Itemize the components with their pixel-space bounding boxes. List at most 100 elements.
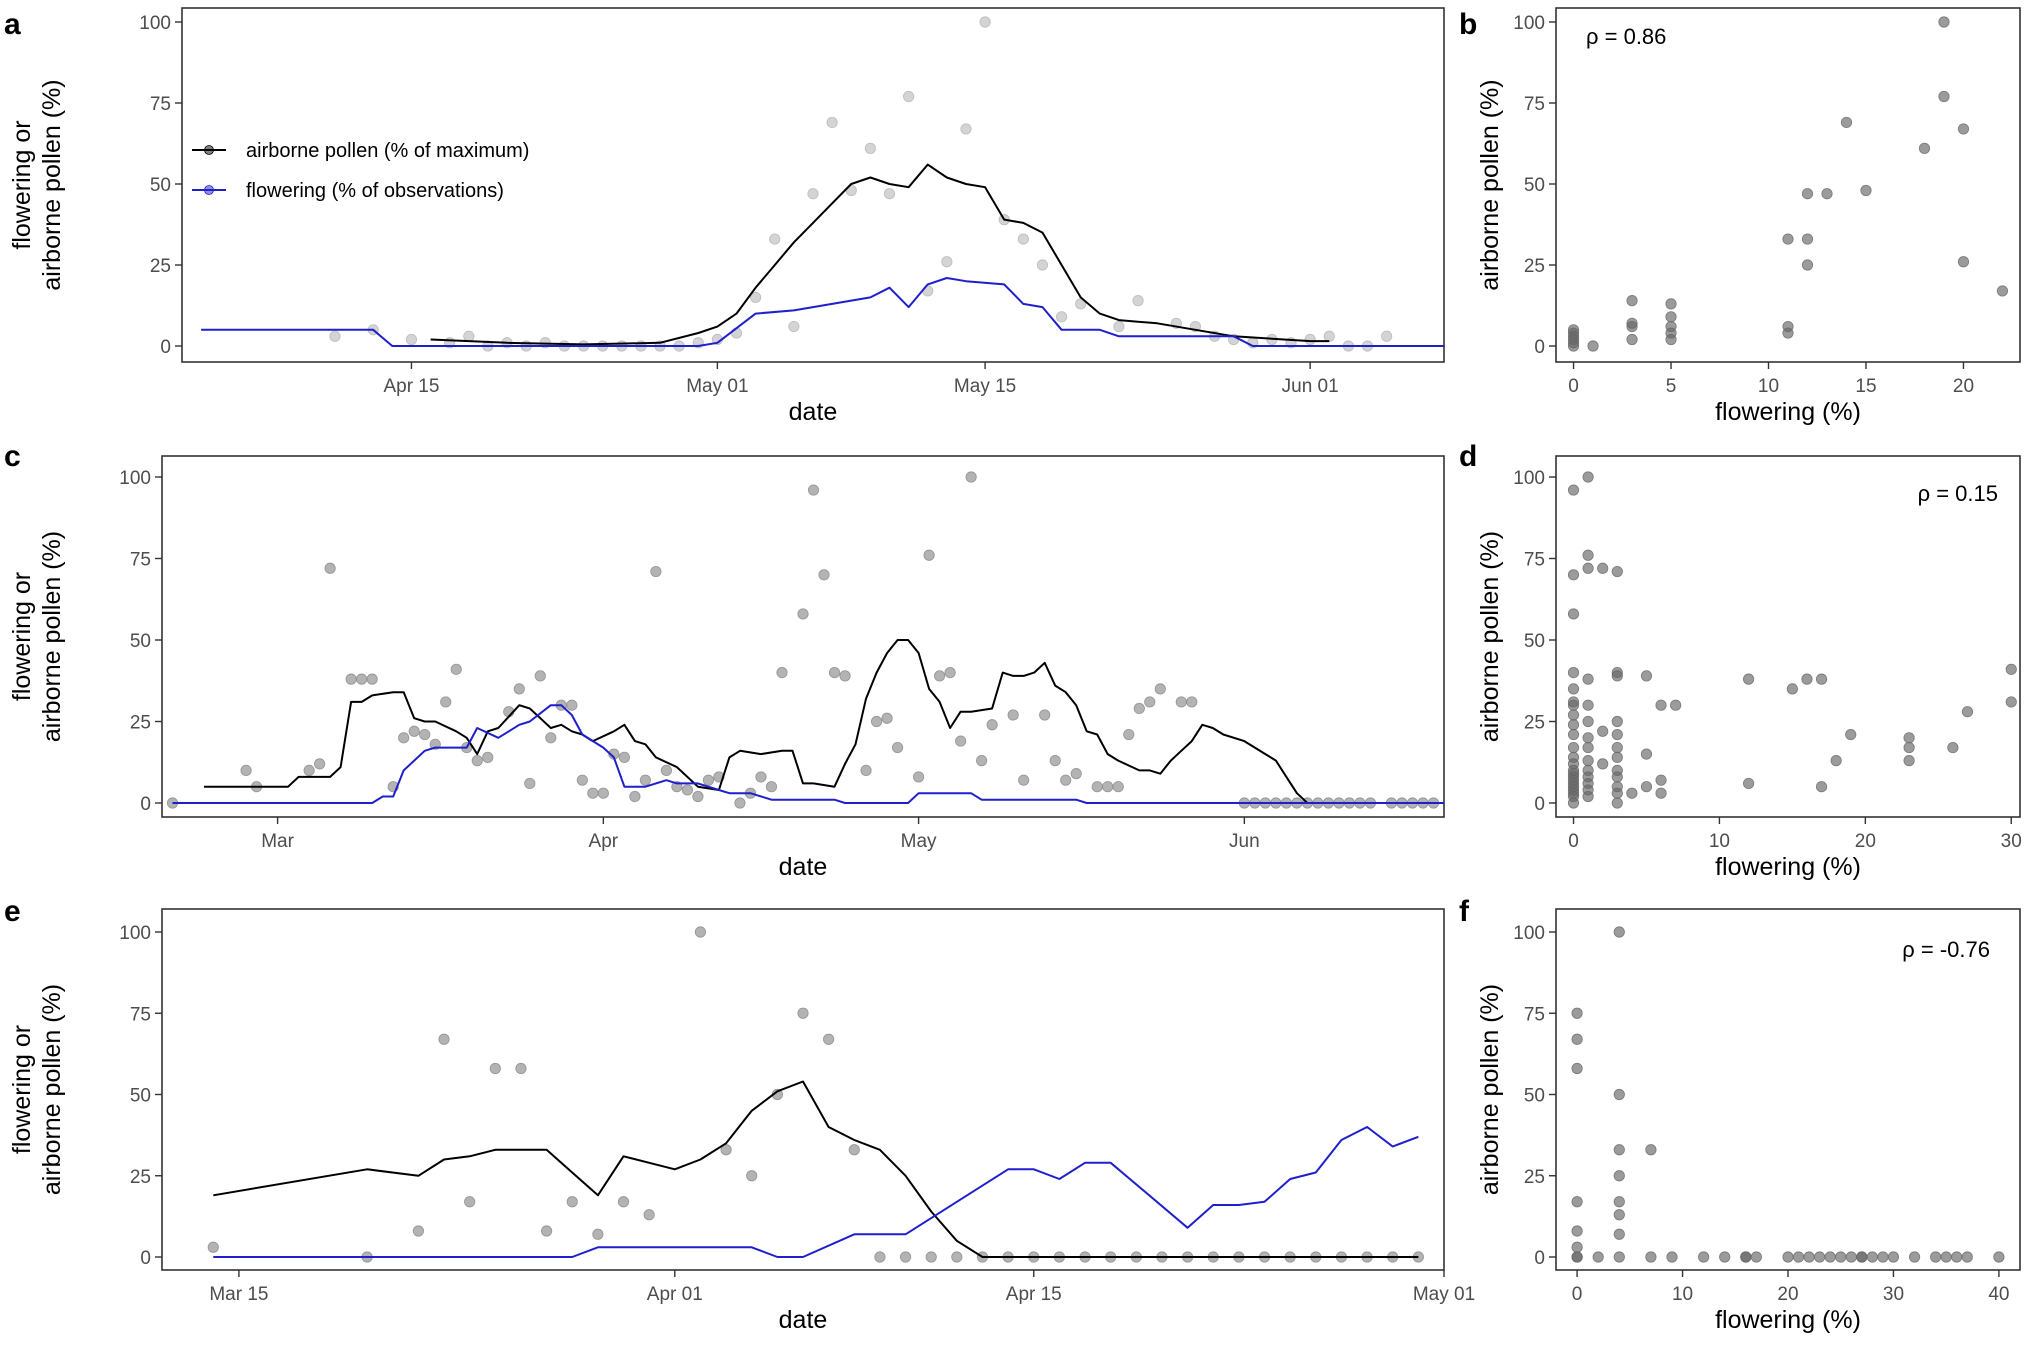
- data-point: [702, 774, 715, 786]
- data-point: [1750, 1251, 1762, 1263]
- data-point: [1993, 1251, 2005, 1263]
- data-point: [1611, 715, 1623, 728]
- y-tick-label: 0: [140, 794, 151, 815]
- data-point: [412, 1225, 424, 1237]
- data-point: [1743, 673, 1755, 685]
- data-point: [807, 484, 820, 496]
- data-point: [1567, 719, 1580, 731]
- y-tick-label: 75: [130, 1004, 151, 1025]
- data-point: [1640, 670, 1653, 682]
- data-point: [1597, 758, 1609, 770]
- data-point: [1582, 562, 1594, 574]
- x-tick-label: May 01: [1413, 1284, 1475, 1305]
- data-point: [750, 291, 762, 303]
- x-tick-label: Apr 15: [383, 376, 439, 397]
- panel-label: b: [1459, 8, 1477, 41]
- y-tick-label: 25: [130, 713, 151, 734]
- correlation-annotation: ρ = 0.15: [1918, 481, 1998, 506]
- data-point: [524, 777, 536, 790]
- data-point: [1961, 1251, 1973, 1263]
- x-axis-title: date: [779, 853, 828, 881]
- data-point: [566, 699, 578, 711]
- data-point: [534, 670, 546, 682]
- data-point: [1571, 1225, 1583, 1237]
- y-tick-label: 50: [1524, 631, 1545, 652]
- scatter-points: [1567, 16, 2009, 352]
- data-point: [1592, 1251, 1604, 1263]
- data-point: [408, 725, 420, 737]
- data-point: [1582, 715, 1594, 728]
- data-point: [923, 549, 935, 561]
- data-point: [1060, 774, 1072, 786]
- y-tick-label: 100: [1513, 468, 1545, 489]
- data-point: [1571, 1033, 1583, 1045]
- data-point: [587, 787, 599, 799]
- data-point: [1887, 1251, 1900, 1263]
- data-point: [874, 1251, 886, 1263]
- data-point: [1655, 787, 1667, 799]
- data-point: [1611, 764, 1623, 777]
- data-point: [1611, 781, 1623, 793]
- plot-frame: [1555, 7, 2021, 363]
- y-tick-label: 100: [1513, 13, 1545, 34]
- data-point: [1957, 123, 1970, 135]
- data-point: [1626, 333, 1638, 346]
- data-point: [1940, 1251, 1952, 1263]
- data-point: [329, 330, 341, 342]
- data-point: [405, 333, 418, 346]
- pollen-line: [213, 1080, 1419, 1258]
- data-point: [1186, 696, 1198, 708]
- x-tick-label: 10: [1758, 376, 1779, 397]
- data-point: [839, 670, 851, 682]
- y-tick-label: 50: [1524, 1086, 1545, 1107]
- data-point: [1957, 256, 1970, 268]
- data-point: [860, 764, 872, 777]
- data-point: [419, 728, 431, 741]
- data-point: [1582, 732, 1594, 744]
- plot-frame: [1555, 908, 2021, 1271]
- y-tick-label: 0: [1534, 794, 1545, 815]
- x-tick-label: 0: [1572, 1284, 1583, 1305]
- y-tick-label: 25: [1524, 1167, 1545, 1188]
- y-axis-title: flowering orairborne pollen (%): [8, 531, 66, 742]
- data-point: [1055, 311, 1068, 323]
- data-point: [1782, 1251, 1794, 1263]
- data-point: [899, 1251, 912, 1263]
- data-point: [1175, 696, 1187, 708]
- panel-label: a: [4, 8, 21, 41]
- data-point: [1613, 1209, 1625, 1221]
- data-point: [1567, 751, 1580, 763]
- x-tick-label: May: [901, 831, 937, 852]
- data-point: [1951, 1251, 1963, 1263]
- data-point: [1821, 188, 1833, 200]
- x-tick-label: Jun: [1229, 831, 1260, 852]
- y-axis-title: airborne pollen (%): [1476, 984, 1504, 1195]
- data-point: [1856, 1251, 1868, 1263]
- data-point: [1626, 295, 1638, 307]
- data-point: [1567, 569, 1580, 581]
- data-point: [1611, 728, 1623, 741]
- plot-frame: [1555, 455, 2021, 818]
- data-point: [765, 781, 778, 793]
- data-point: [545, 732, 557, 744]
- data-point: [1567, 709, 1580, 721]
- data-point: [797, 1007, 809, 1019]
- flowering-line: [201, 277, 1444, 347]
- x-tick-label: Apr: [589, 831, 619, 852]
- data-point: [826, 116, 838, 129]
- data-point: [240, 764, 252, 777]
- x-tick-label: Apr 15: [1006, 1284, 1062, 1305]
- x-tick-label: 40: [1988, 1284, 2009, 1305]
- data-point: [818, 569, 830, 581]
- data-point: [1582, 699, 1594, 711]
- data-point: [1640, 748, 1653, 760]
- data-point: [1611, 666, 1623, 679]
- data-point: [618, 751, 630, 763]
- data-point: [1611, 565, 1623, 578]
- x-axis-title: flowering (%): [1715, 398, 1861, 426]
- data-point: [1144, 696, 1156, 708]
- x-tick-label: 20: [1777, 1284, 1798, 1305]
- panel-label: f: [1459, 895, 1470, 928]
- data-point: [1845, 1251, 1857, 1263]
- panel-label: c: [4, 440, 21, 473]
